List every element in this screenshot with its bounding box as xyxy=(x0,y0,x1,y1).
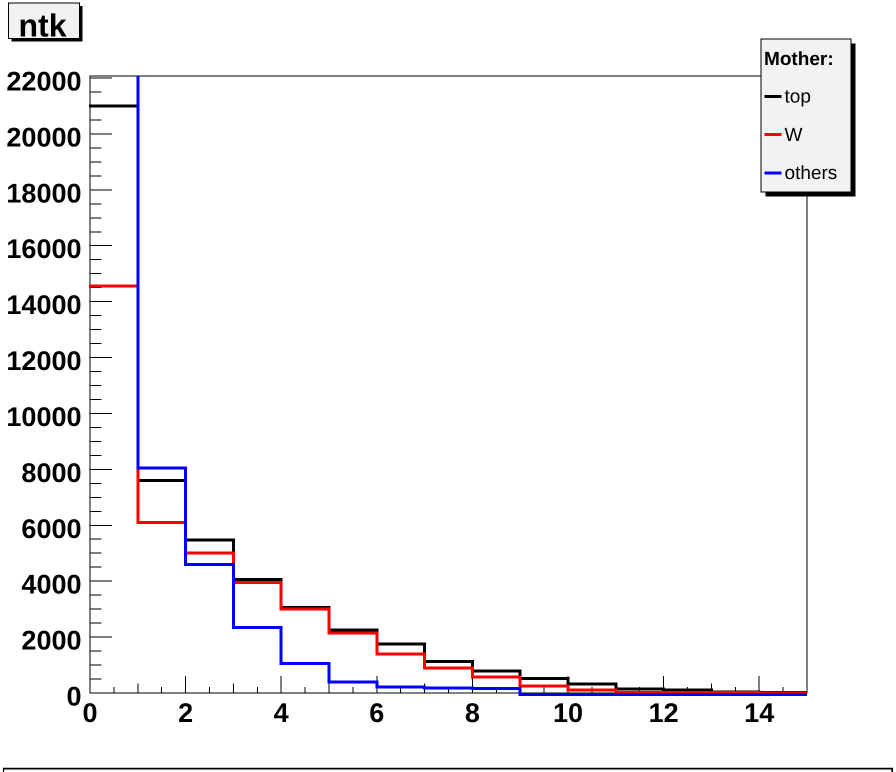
svg-text:16000: 16000 xyxy=(6,234,81,264)
svg-text:2000: 2000 xyxy=(21,626,81,656)
svg-text:top: top xyxy=(785,87,811,108)
svg-text:10000: 10000 xyxy=(6,402,81,432)
svg-text:12000: 12000 xyxy=(6,346,81,376)
svg-text:6000: 6000 xyxy=(21,514,81,544)
svg-text:20000: 20000 xyxy=(6,122,81,152)
svg-text:0: 0 xyxy=(66,682,81,712)
svg-text:ntk: ntk xyxy=(19,8,67,44)
svg-text:8: 8 xyxy=(465,698,480,728)
svg-text:14: 14 xyxy=(744,698,774,728)
svg-text:10: 10 xyxy=(553,698,583,728)
svg-text:Mother:: Mother: xyxy=(764,49,834,70)
svg-text:others: others xyxy=(785,163,838,184)
svg-text:22000: 22000 xyxy=(6,67,81,97)
svg-text:18000: 18000 xyxy=(6,178,81,208)
svg-text:8000: 8000 xyxy=(21,458,81,488)
svg-text:4: 4 xyxy=(274,698,289,728)
svg-text:W: W xyxy=(785,125,803,146)
svg-text:2: 2 xyxy=(178,698,193,728)
svg-text:14000: 14000 xyxy=(6,290,81,320)
svg-text:6: 6 xyxy=(369,698,384,728)
svg-text:4000: 4000 xyxy=(21,570,81,600)
svg-text:0: 0 xyxy=(82,698,97,728)
svg-text:12: 12 xyxy=(649,698,679,728)
